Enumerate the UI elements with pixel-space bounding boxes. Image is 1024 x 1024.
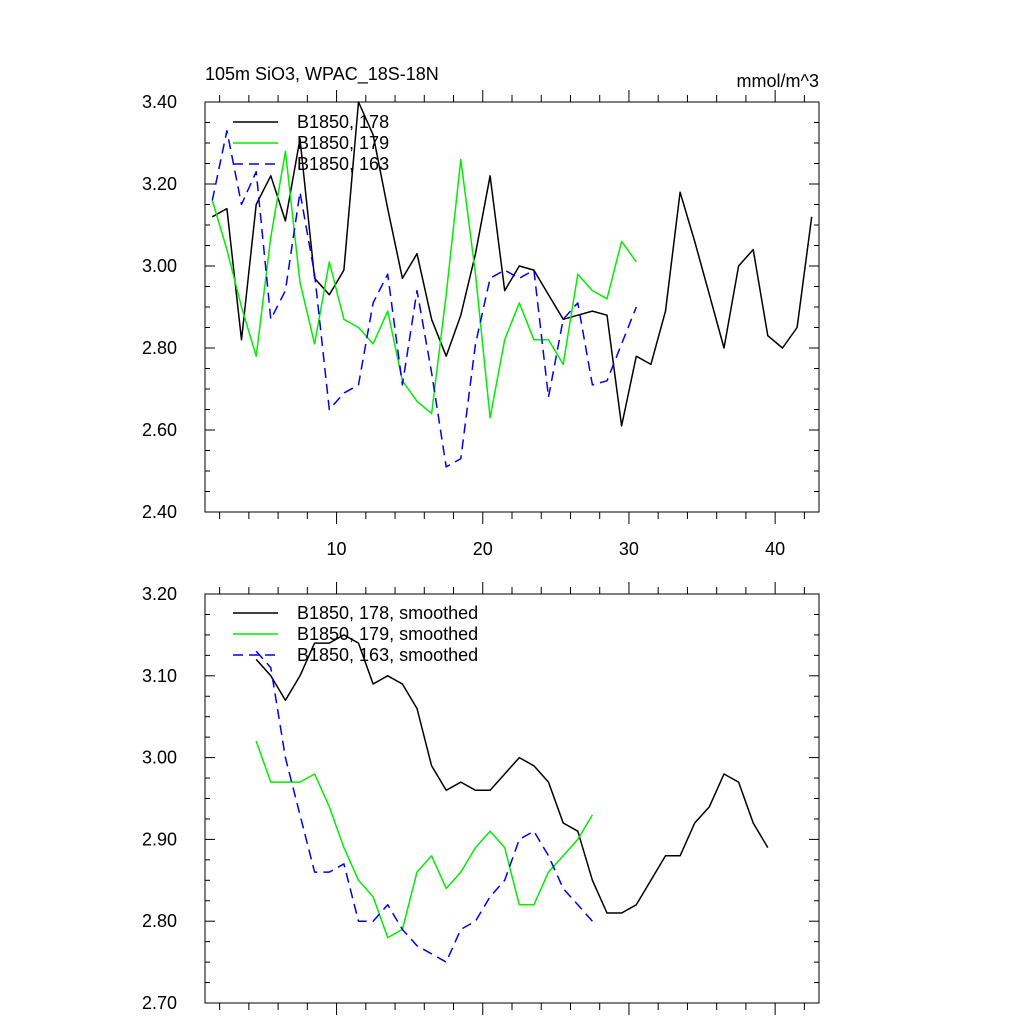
y-tick-label: 3.00: [142, 748, 177, 768]
panel-bottom: 2.70 2.80 2.90 3.00 3.10 3.20 B1850, 178, smoo…: [142, 582, 820, 1015]
x-tick-label: 30: [619, 539, 639, 559]
units-label: mmol/m^3: [737, 71, 819, 91]
y-tick-label: 3.10: [142, 666, 177, 686]
legend-label-1: B1850, 179: [297, 133, 389, 153]
y-tick-label: 3.20: [142, 584, 177, 604]
legend-label-0: B1850, 178, smoothed: [297, 603, 478, 623]
series-line-2: [255, 650, 593, 963]
y-tick-label: 2.40: [142, 502, 177, 522]
series-line-1: [211, 150, 637, 419]
series-line-1: [255, 740, 594, 939]
series-line-0: [211, 101, 813, 427]
y-tick-label: 3.40: [142, 92, 177, 112]
x-tick-label: 20: [473, 539, 493, 559]
y-tick-label: 2.80: [142, 911, 177, 931]
legend-label-0: B1850, 178: [297, 112, 389, 132]
chart-title: 105m SiO3, WPAC_18S-18N: [205, 64, 439, 85]
y-tick-label: 2.80: [142, 338, 177, 358]
y-tick-label: 2.90: [142, 829, 177, 849]
y-tick-label: 3.00: [142, 256, 177, 276]
panel-top: 2.40 2.60 2.80 3.00 3.20 3.40 10 20 30 40 105m SiO…: [142, 64, 820, 559]
legend-label-2: B1850, 163, smoothed: [297, 645, 478, 665]
x-tick-label: 40: [765, 539, 785, 559]
y-tick-label: 2.70: [142, 993, 177, 1013]
y-tick-label: 3.20: [142, 174, 177, 194]
y-tick-label: 2.60: [142, 420, 177, 440]
x-tick-label: 10: [327, 539, 347, 559]
legend-label-1: B1850, 179, smoothed: [297, 624, 478, 644]
series-line-2: [211, 129, 637, 468]
legend-label-2: B1850, 163: [297, 154, 389, 174]
series-line-0: [255, 634, 769, 914]
